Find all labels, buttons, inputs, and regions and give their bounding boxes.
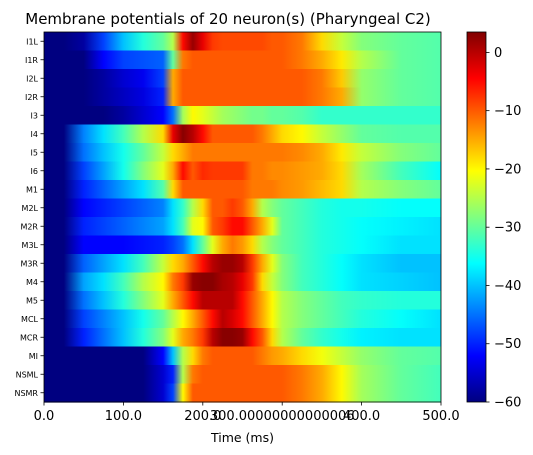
chart-title: Membrane potentials of 20 neuron(s) (Pha… [25,10,431,28]
neuron-label: NSMR [14,389,38,398]
neuron-label: I1R [25,56,38,65]
heatmap-row-m3r [44,254,441,274]
heatmap-row-i1l [44,32,441,52]
heatmap-row-i4 [44,124,441,144]
neuron-label: I4 [31,130,38,139]
heatmap-row-m3l [44,235,441,255]
heatmap-row-nsmr [44,383,441,403]
x-tick-label: 0.0 [34,409,55,424]
neuron-label: MI [29,352,38,361]
neuron-labels: I1L I1R I2L I2R I3 I4 I5 I6 M1 M2L M2R M3L M3R M4 M5 MC… [14,37,44,398]
heatmap-row-mcr [44,328,441,348]
neuron-label: I6 [31,167,38,176]
x-tick-label: 100.0 [105,409,142,424]
neuron-label: M1 [26,185,38,194]
neuron-label: I1L [26,37,38,46]
heatmap-row-m2l [44,198,441,218]
neuron-label: I5 [31,148,38,157]
heatmap-row-m1 [44,180,441,200]
plot-frame [43,31,442,403]
colorbar-tick-label: −10 [494,104,521,119]
colorbar-tick-label: −20 [494,162,521,177]
colorbar-tick-label: −30 [494,221,521,236]
neuron-label: I2L [26,74,38,83]
heatmap-row-mcl [44,309,441,329]
heatmap-row-nsml [44,365,441,385]
colorbar-tick-label: −60 [494,396,521,411]
heatmap-row-m4 [44,272,441,292]
neuron-label: I3 [31,111,38,120]
heatmap-row-i6 [44,161,441,181]
heatmap-row-m5 [44,291,441,311]
heatmap-row-i5 [44,143,441,163]
neuron-label: M4 [26,278,38,287]
neuron-label: M2L [22,204,39,213]
x-tick-label: 200.0 [184,409,221,424]
colorbar-tick-label: −50 [494,337,521,352]
heatmap-row-i3 [44,106,441,126]
neuron-label: M3L [22,241,39,250]
neuron-label: MCR [20,333,38,342]
neuron-label: NSML [16,370,39,379]
colorbar [466,31,487,403]
neuron-label: M2R [20,222,38,231]
colorbar-ticks: 0 −10 −20 −30 −40 −50 −60 [486,46,521,411]
heatmap [44,32,441,403]
x-tick-label: 500.0 [422,409,459,424]
heatmap-row-i2r [44,87,441,107]
neuron-label: I2R [25,93,38,102]
heatmap-row-mi [44,346,441,366]
x-tick-label: 400.0 [343,409,380,424]
x-axis-label: Time (ms) [210,430,274,445]
heatmap-row-i1r [44,50,441,70]
colorbar-tick-label: 0 [494,46,502,61]
heatmap-row-i2l [44,69,441,89]
heatmap-row-m2r [44,217,441,237]
x-tick-label: 300.00000000000006 [210,409,355,424]
colorbar-tick-label: −40 [494,279,521,294]
neuron-label: M5 [26,296,38,305]
neuron-label: M3R [20,259,38,268]
neuron-label: MCL [21,315,38,324]
